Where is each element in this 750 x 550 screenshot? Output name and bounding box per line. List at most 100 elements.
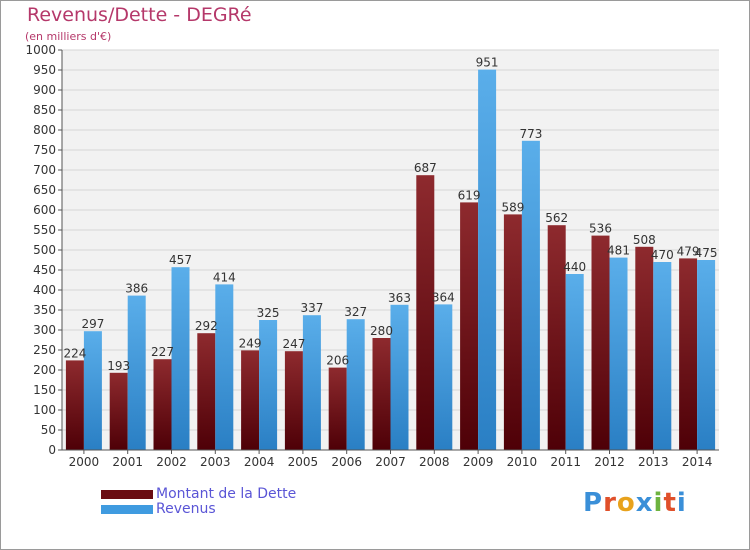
data-label: 386 bbox=[125, 282, 148, 296]
y-tick-label: 350 bbox=[33, 303, 56, 317]
y-tick-label: 550 bbox=[33, 223, 56, 237]
x-tick-label: 2007 bbox=[375, 455, 406, 469]
legend-swatch-dette bbox=[101, 489, 153, 499]
logo-letter: o bbox=[616, 488, 636, 518]
data-label: 327 bbox=[344, 305, 367, 319]
x-axis: 2000 2001 2002 2003 2004 2005 2006 2007 2008 2009… bbox=[62, 449, 719, 469]
data-label: 687 bbox=[414, 161, 437, 175]
y-tick-label: 0 bbox=[48, 443, 56, 457]
x-tick-label: 2014 bbox=[682, 455, 713, 469]
bar-revenus bbox=[521, 140, 540, 451]
bar-revenus bbox=[478, 69, 497, 450]
bar-dette bbox=[547, 225, 566, 450]
data-label: 562 bbox=[545, 211, 568, 225]
bar-revenus bbox=[259, 320, 278, 450]
data-label: 475 bbox=[695, 246, 718, 260]
logo-letter: i bbox=[676, 488, 687, 518]
bar-revenus bbox=[127, 295, 146, 450]
y-tick-label: 250 bbox=[33, 343, 56, 357]
bar-revenus bbox=[565, 274, 584, 450]
y-tick-label: 850 bbox=[33, 103, 56, 117]
y-tick-label: 500 bbox=[33, 243, 56, 257]
data-label: 457 bbox=[169, 253, 192, 267]
bar-revenus bbox=[390, 304, 409, 450]
data-label: 773 bbox=[519, 127, 542, 141]
bar-dette bbox=[679, 258, 698, 450]
y-tick-label: 400 bbox=[33, 283, 56, 297]
bar-dette bbox=[460, 202, 479, 450]
data-label: 363 bbox=[388, 291, 411, 305]
bar-revenus bbox=[609, 257, 628, 450]
x-tick-label: 2000 bbox=[69, 455, 100, 469]
data-label: 224 bbox=[63, 346, 86, 360]
bar-dette bbox=[591, 235, 610, 450]
x-tick-label: 2012 bbox=[594, 455, 625, 469]
x-tick-label: 2009 bbox=[463, 455, 494, 469]
data-label: 470 bbox=[651, 248, 674, 262]
bar-dette bbox=[153, 359, 172, 450]
bar-dette bbox=[65, 360, 84, 450]
data-label: 297 bbox=[81, 317, 104, 331]
data-label: 479 bbox=[677, 244, 700, 258]
data-label: 325 bbox=[257, 306, 280, 320]
x-tick-label: 2010 bbox=[507, 455, 538, 469]
y-tick-label: 50 bbox=[41, 423, 56, 437]
data-label: 292 bbox=[195, 319, 218, 333]
y-tick-label: 300 bbox=[33, 323, 56, 337]
bar-dette bbox=[284, 351, 303, 450]
y-tick-label: 700 bbox=[33, 163, 56, 177]
bar-revenus bbox=[697, 260, 716, 450]
data-label: 589 bbox=[501, 200, 524, 214]
data-label: 337 bbox=[300, 301, 323, 315]
data-label: 440 bbox=[563, 260, 586, 274]
bar-dette bbox=[328, 367, 347, 450]
data-label: 951 bbox=[476, 56, 499, 70]
x-tick-label: 2002 bbox=[156, 455, 187, 469]
bar-dette bbox=[197, 333, 216, 450]
logo-letter: P bbox=[583, 488, 604, 518]
data-label: 414 bbox=[213, 270, 236, 284]
data-label: 364 bbox=[432, 290, 455, 304]
data-label: 247 bbox=[282, 337, 305, 351]
chart-subtitle: (en milliers d'€) bbox=[25, 30, 112, 43]
data-label: 193 bbox=[107, 359, 130, 373]
y-tick-label: 200 bbox=[33, 363, 56, 377]
logo-letter: x bbox=[635, 488, 654, 518]
x-tick-label: 2004 bbox=[244, 455, 275, 469]
data-label: 249 bbox=[239, 336, 262, 350]
legend-item-dette: Montant de la Dette bbox=[101, 486, 296, 502]
data-label: 481 bbox=[607, 244, 630, 258]
x-tick-label: 2003 bbox=[200, 455, 231, 469]
legend-swatch-revenus bbox=[101, 504, 153, 514]
bar-dette bbox=[109, 372, 128, 450]
bar-revenus bbox=[434, 304, 453, 450]
y-tick-label: 150 bbox=[33, 383, 56, 397]
bar-revenus bbox=[83, 331, 102, 450]
y-tick-label: 950 bbox=[33, 63, 56, 77]
data-label: 508 bbox=[633, 233, 656, 247]
bar-dette bbox=[635, 246, 654, 450]
bar-dette bbox=[241, 350, 260, 450]
x-tick-label: 2006 bbox=[331, 455, 362, 469]
bar-dette bbox=[372, 338, 391, 450]
y-tick-label: 600 bbox=[33, 203, 56, 217]
data-label: 280 bbox=[370, 324, 393, 338]
y-tick-label: 1000 bbox=[25, 43, 56, 57]
bar-dette bbox=[416, 175, 435, 450]
bar-chart: 0 50 100 150 200 250 300 350 400 450 500 550 600 650 7… bbox=[25, 43, 719, 469]
data-labels: 224 297 193 386 227 457 292 414 249 325 247 337 206 3… bbox=[63, 56, 717, 373]
chart-title: Revenus/Dette - DEGRé bbox=[27, 4, 252, 26]
x-tick-label: 2011 bbox=[550, 455, 581, 469]
logo-letter: i bbox=[653, 488, 664, 518]
y-tick-label: 900 bbox=[33, 83, 56, 97]
bar-revenus bbox=[302, 315, 321, 450]
y-tick-label: 450 bbox=[33, 263, 56, 277]
legend-label-revenus: Revenus bbox=[156, 501, 216, 517]
logo-letter: r bbox=[603, 488, 617, 518]
y-tick-label: 800 bbox=[33, 123, 56, 137]
legend-item-revenus: Revenus bbox=[101, 501, 216, 517]
bar-revenus bbox=[653, 262, 672, 450]
bars bbox=[65, 69, 716, 451]
data-label: 619 bbox=[458, 188, 481, 202]
bar-revenus bbox=[215, 284, 234, 450]
